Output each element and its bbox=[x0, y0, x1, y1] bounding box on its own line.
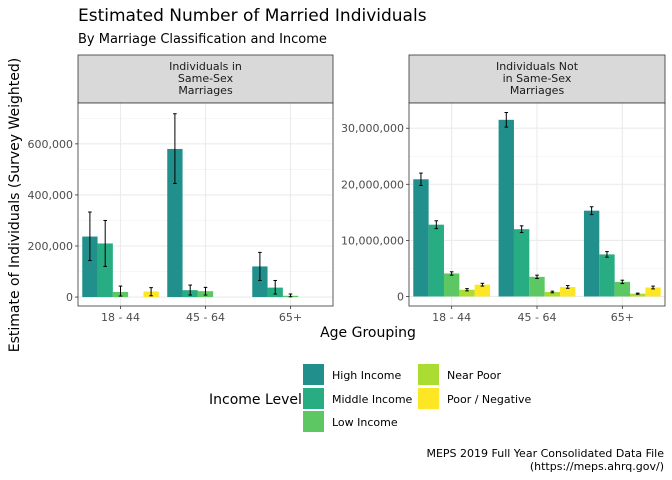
error-bar bbox=[620, 279, 625, 285]
chart-title: Estimated Number of Married Individuals bbox=[78, 6, 427, 26]
error-bar bbox=[651, 285, 655, 290]
error-bar bbox=[635, 292, 640, 295]
legend-key-low-income bbox=[303, 411, 324, 432]
legend-label-near-poor: Near Poor bbox=[447, 369, 501, 382]
error-bar bbox=[535, 274, 539, 280]
error-bar bbox=[449, 271, 454, 276]
legend-title: Income Level bbox=[209, 392, 302, 408]
x-tick-label: 45 - 64 bbox=[186, 311, 225, 324]
x-tick-label: 65+ bbox=[279, 311, 302, 324]
error-bar bbox=[519, 225, 524, 234]
legend-key-high-income bbox=[303, 364, 324, 385]
bar-high-income-1 bbox=[82, 236, 98, 298]
bar-near-poor-3 bbox=[630, 293, 646, 297]
legend-key-near-poor bbox=[418, 364, 439, 385]
error-bar bbox=[504, 112, 509, 128]
strip-label-line: in Same-Sex bbox=[503, 72, 572, 85]
bar-low-income-2 bbox=[529, 276, 545, 297]
legend-key-middle-income bbox=[303, 388, 324, 409]
bar-poor-negative-1 bbox=[474, 284, 491, 297]
error-bar bbox=[605, 251, 609, 258]
legend-label-middle-income: Middle Income bbox=[332, 393, 413, 406]
error-bar bbox=[173, 113, 177, 184]
y-tick-label: 0 bbox=[397, 290, 404, 303]
error-bar bbox=[188, 284, 192, 296]
y-tick-label: 600,000 bbox=[28, 138, 74, 151]
error-bar bbox=[565, 285, 570, 289]
legend: Income Level High Income Middle Income Low… bbox=[209, 364, 532, 432]
bar-middle-income-2 bbox=[513, 229, 530, 297]
facet-panels: Individuals inSame-SexMarriages0200,0004… bbox=[28, 54, 666, 324]
caption-line-1: MEPS 2019 Full Year Consolidated Data Fi… bbox=[426, 447, 664, 460]
error-bar bbox=[88, 211, 92, 262]
bar-poor-negative-2 bbox=[560, 286, 576, 297]
bar-middle-income-3 bbox=[599, 254, 615, 297]
strip-label-line: Individuals Not bbox=[496, 60, 579, 73]
error-bar bbox=[149, 287, 153, 297]
facet-strip bbox=[77, 54, 334, 104]
x-axis-title: Age Grouping bbox=[320, 325, 416, 341]
x-tick-label: 18 - 44 bbox=[432, 311, 471, 324]
strip-label-line: Same-Sex bbox=[178, 72, 234, 85]
bar-near-poor-1 bbox=[459, 289, 475, 297]
bar-low-income-1 bbox=[443, 273, 460, 297]
error-bar bbox=[288, 293, 293, 298]
strip-label-line: Individuals in bbox=[169, 60, 242, 73]
chart-subtitle: By Marriage Classification and Income bbox=[78, 32, 327, 47]
y-axis-title: Estimate of Individuals (Survey Weighted… bbox=[7, 58, 23, 353]
bar-near-poor-2 bbox=[544, 291, 561, 297]
caption-line-2: (https://meps.ahrq.gov/) bbox=[530, 460, 664, 473]
error-bar bbox=[589, 206, 594, 216]
bar-high-income-2 bbox=[167, 148, 183, 298]
error-bar bbox=[258, 251, 262, 281]
x-tick-label: 18 - 44 bbox=[101, 311, 140, 324]
y-tick-label: 30,000,000 bbox=[341, 122, 404, 135]
y-tick-label: 0 bbox=[66, 291, 73, 304]
error-bar bbox=[550, 290, 555, 294]
error-bar bbox=[103, 219, 107, 267]
error-bar bbox=[465, 288, 469, 292]
y-tick-label: 10,000,000 bbox=[341, 234, 404, 247]
legend-label-high-income: High Income bbox=[332, 369, 401, 382]
bar-middle-income-1 bbox=[428, 224, 444, 297]
y-tick-label: 400,000 bbox=[28, 189, 74, 202]
error-bar bbox=[118, 285, 123, 297]
error-bar bbox=[480, 282, 485, 287]
bar-low-income-3 bbox=[614, 281, 631, 297]
bar-high-income-1 bbox=[413, 179, 429, 297]
bar-high-income-2 bbox=[498, 119, 514, 297]
error-bar bbox=[273, 279, 277, 295]
bar-high-income-3 bbox=[252, 266, 268, 298]
legend-label-low-income: Low Income bbox=[332, 416, 398, 429]
bar-high-income-3 bbox=[583, 210, 600, 297]
error-bar bbox=[419, 172, 423, 186]
x-tick-label: 65+ bbox=[611, 311, 634, 324]
legend-key-poor-negative bbox=[418, 388, 439, 409]
error-bar bbox=[203, 286, 208, 296]
error-bar bbox=[434, 220, 439, 230]
y-tick-label: 200,000 bbox=[28, 240, 74, 253]
x-tick-label: 45 - 64 bbox=[518, 311, 557, 324]
strip-label-line: Marriages bbox=[178, 84, 233, 97]
y-tick-label: 20,000,000 bbox=[341, 178, 404, 191]
bar-poor-negative-3 bbox=[645, 287, 661, 297]
legend-label-poor-negative: Poor / Negative bbox=[447, 393, 532, 406]
bar-middle-income-1 bbox=[97, 243, 113, 298]
strip-label-line: Marriages bbox=[510, 84, 565, 97]
facet-strip bbox=[408, 54, 666, 104]
